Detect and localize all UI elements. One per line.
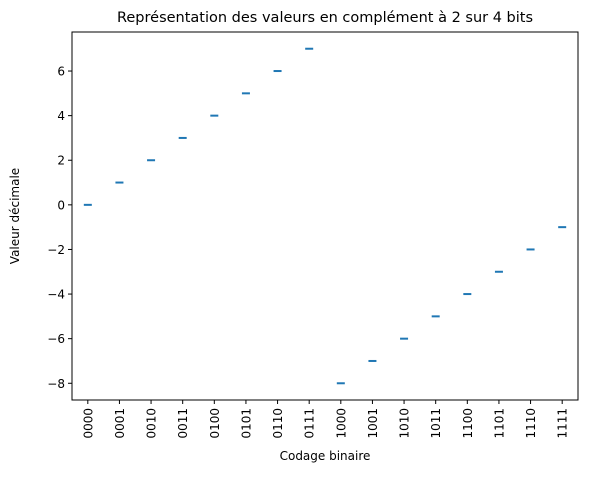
x-tick-label: 0011 — [176, 408, 190, 439]
x-tick-label: 0010 — [145, 408, 159, 439]
x-tick-label: 0001 — [113, 408, 127, 439]
y-tick-label: 0 — [57, 198, 65, 212]
x-tick-label: 1101 — [492, 408, 506, 439]
x-tick-label: 1001 — [366, 408, 380, 439]
y-tick-label: −2 — [47, 243, 65, 257]
x-tick-label: 0100 — [208, 408, 222, 439]
y-tick-label: 6 — [57, 65, 65, 79]
x-tick-label: 1011 — [429, 408, 443, 439]
chart-title: Représentation des valeurs en complément… — [117, 10, 533, 26]
x-tick-label: 0111 — [303, 408, 317, 439]
x-tick-label: 0000 — [81, 408, 95, 439]
x-tick-label: 0101 — [239, 408, 253, 439]
plot-area-frame — [71, 31, 579, 401]
x-tick-label: 1111 — [556, 408, 570, 439]
y-tick-label: −8 — [47, 377, 65, 391]
y-tick-label: 4 — [57, 109, 65, 123]
data-points — [83, 47, 567, 385]
y-axis: −8 −6 −4 −2 0 2 4 6 — [47, 65, 72, 391]
x-tick-label: 0110 — [271, 408, 285, 439]
x-tick-label: 1110 — [524, 408, 538, 439]
y-axis-label: Valeur décimale — [8, 168, 22, 264]
x-axis: 0000 0001 0010 0011 0100 0101 0110 0111 1000 1001… — [81, 400, 570, 439]
y-tick-label: −6 — [47, 332, 65, 346]
x-tick-label: 1100 — [461, 408, 475, 439]
x-tick-label: 1010 — [398, 408, 412, 439]
y-tick-label: 2 — [57, 154, 65, 168]
y-tick-label: −4 — [47, 288, 65, 302]
x-axis-label: Codage binaire — [280, 449, 371, 463]
x-tick-label: 1000 — [334, 408, 348, 439]
